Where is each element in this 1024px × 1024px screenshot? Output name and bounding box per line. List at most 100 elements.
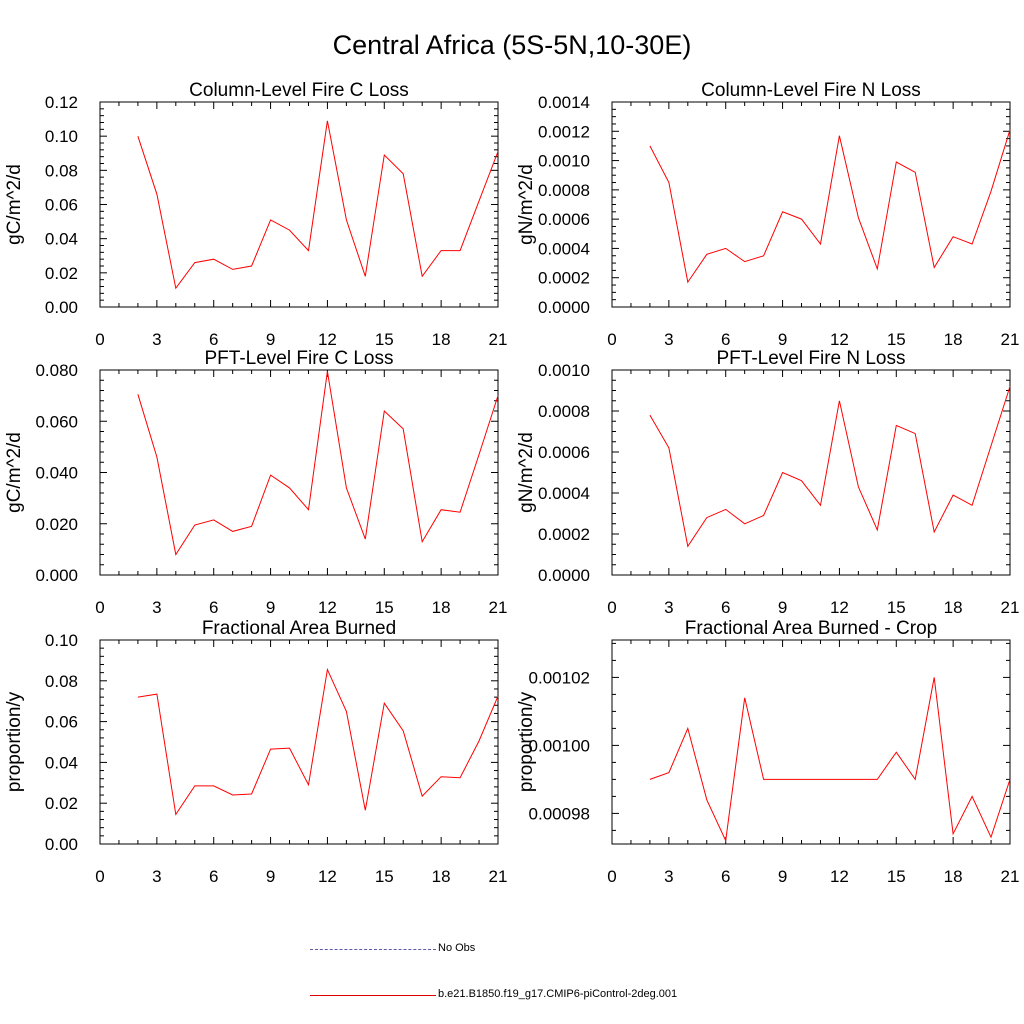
- y-tick-label: 0.04: [45, 230, 78, 249]
- y-tick-label: 0.02: [45, 794, 78, 813]
- x-tick-label: 18: [944, 598, 963, 617]
- x-tick-label: 6: [721, 598, 730, 617]
- y-tick-label: 0.0010: [538, 361, 590, 380]
- y-tick-label: 0.02: [45, 264, 78, 283]
- chart-panel-5: 0 3 6 9 12 15 18 21 0.00 0.02 0.04 0.06 0.08 0.10 Frac…: [4, 618, 507, 886]
- x-tick-label: 0: [95, 330, 104, 349]
- y-tick-label: 0.0004: [538, 484, 590, 503]
- x-tick-label: 3: [152, 598, 161, 617]
- legend-swatch-solid: [310, 995, 436, 996]
- y-tick-label: 0.0006: [538, 443, 590, 462]
- figure-title: Central Africa (5S-5N,10-30E): [332, 30, 692, 60]
- x-tick-label: 3: [152, 330, 161, 349]
- y-tick-label: 0.00098: [529, 804, 590, 823]
- series-line: [137, 371, 499, 556]
- x-tick-label: 3: [152, 867, 161, 886]
- panel-title: Column-Level Fire N Loss: [701, 80, 921, 101]
- legend-label-no-obs: No Obs: [438, 942, 476, 954]
- x-tick-label: 18: [944, 330, 963, 349]
- x-tick-label: 0: [607, 867, 616, 886]
- y-tick-label: 0.12: [45, 93, 78, 112]
- y-tick-label: 0.0010: [538, 152, 590, 171]
- x-tick-label: 12: [318, 598, 337, 617]
- x-tick-label: 9: [266, 598, 275, 617]
- x-tick-label: 9: [778, 330, 787, 349]
- y-axis-label: proportion/y: [4, 691, 25, 792]
- y-tick-label: 0.080: [35, 361, 78, 380]
- y-axis-label: proportion/y: [516, 691, 537, 792]
- y-tick-label: 0.08: [45, 161, 78, 180]
- y-tick-label: 0.000: [35, 566, 78, 585]
- series-line: [649, 386, 1011, 548]
- panel-title: PFT-Level Fire N Loss: [717, 348, 906, 369]
- plot-frame: [611, 369, 1011, 576]
- series-line: [649, 677, 1011, 843]
- x-tick-label: 21: [489, 598, 508, 617]
- x-tick-label: 6: [209, 867, 218, 886]
- x-tick-label: 12: [318, 867, 337, 886]
- x-tick-label: 21: [1001, 330, 1020, 349]
- series-line: [137, 667, 499, 816]
- y-tick-label: 0.00: [45, 298, 78, 317]
- x-tick-label: 21: [1001, 867, 1020, 886]
- x-tick-label: 21: [489, 867, 508, 886]
- plot-frame: [99, 639, 499, 845]
- panel-title: Column-Level Fire C Loss: [189, 80, 409, 101]
- x-tick-label: 6: [721, 867, 730, 886]
- y-tick-label: 0.0002: [538, 525, 590, 544]
- x-tick-label: 6: [721, 330, 730, 349]
- x-tick-label: 6: [209, 598, 218, 617]
- chart-panel-1: 0 3 6 9 12 15 18 21 0.00 0.02 0.04 0.06 0.08 0.10 0.12…: [4, 80, 507, 349]
- plot-frame: [611, 639, 1011, 845]
- y-tick-label: 0.00102: [529, 668, 590, 687]
- legend-swatch-dashed: [310, 949, 436, 950]
- x-tick-label: 12: [830, 598, 849, 617]
- x-tick-label: 0: [95, 598, 104, 617]
- x-tick-label: 21: [489, 330, 508, 349]
- x-tick-label: 0: [607, 330, 616, 349]
- x-tick-label: 6: [209, 330, 218, 349]
- y-tick-label: 0.020: [35, 515, 78, 534]
- x-tick-label: 15: [887, 330, 906, 349]
- panel-title: Fractional Area Burned - Crop: [685, 618, 937, 639]
- x-tick-label: 12: [830, 330, 849, 349]
- y-tick-label: 0.0012: [538, 122, 590, 141]
- y-tick-label: 0.08: [45, 672, 78, 691]
- x-tick-label: 0: [95, 867, 104, 886]
- y-axis-label: gN/m^2/d: [516, 432, 537, 513]
- chart-panel-6: 0 3 6 9 12 15 18 21 0.00098 0.00100 0.00102 Fractio…: [516, 618, 1019, 886]
- y-tick-label: 0.040: [35, 464, 78, 483]
- x-tick-label: 18: [432, 867, 451, 886]
- x-tick-label: 15: [375, 330, 394, 349]
- y-axis-label: gC/m^2/d: [4, 432, 25, 513]
- legend-label-model: b.e21.B1850.f19_g17.CMIP6-piControl-2deg…: [438, 988, 678, 1000]
- x-tick-label: 3: [664, 598, 673, 617]
- y-tick-label: 0.00100: [529, 736, 590, 755]
- panel-title: PFT-Level Fire C Loss: [205, 348, 394, 369]
- y-tick-label: 0.06: [45, 196, 78, 215]
- x-tick-label: 3: [664, 330, 673, 349]
- x-tick-label: 3: [664, 867, 673, 886]
- panel-title: Fractional Area Burned: [202, 618, 396, 639]
- y-tick-label: 0.06: [45, 713, 78, 732]
- x-tick-label: 15: [375, 598, 394, 617]
- plot-frame: [611, 101, 1011, 308]
- x-tick-label: 15: [375, 867, 394, 886]
- y-tick-label: 0.10: [45, 127, 78, 146]
- chart-panel-2: 0 3 6 9 12 15 18 21 0.0000 0.0002 0.0004 0.0006 0.00…: [516, 80, 1019, 349]
- x-tick-label: 18: [432, 598, 451, 617]
- y-tick-label: 0.0000: [538, 566, 590, 585]
- y-axis-label: gN/m^2/d: [516, 164, 537, 245]
- y-tick-label: 0.10: [45, 631, 78, 650]
- x-tick-label: 21: [1001, 598, 1020, 617]
- x-tick-label: 0: [607, 598, 616, 617]
- y-tick-label: 0.0000: [538, 298, 590, 317]
- y-tick-label: 0.00: [45, 835, 78, 854]
- series-line: [649, 129, 1011, 284]
- x-tick-label: 9: [778, 598, 787, 617]
- y-tick-label: 0.0002: [538, 269, 590, 288]
- x-tick-label: 15: [887, 598, 906, 617]
- chart-panel-3: 0 3 6 9 12 15 18 21 0.000 0.020 0.040 0.060 0.080 PFT…: [4, 348, 507, 617]
- x-tick-label: 15: [887, 867, 906, 886]
